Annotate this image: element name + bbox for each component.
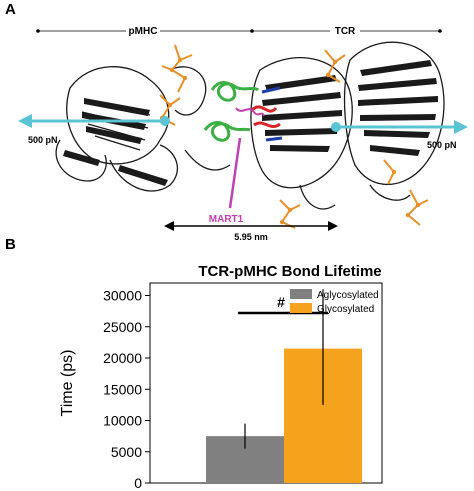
bars	[206, 289, 362, 483]
force-label-left: 500 pN	[28, 135, 58, 145]
chart-title: TCR-pMHC Bond Lifetime	[198, 263, 381, 280]
mart1-label: MART1	[209, 214, 244, 225]
panel-a-label: A	[5, 1, 16, 18]
force-label-right: 500 pN	[427, 140, 457, 150]
tcr-beta-strands	[262, 60, 438, 156]
y-axis: 0 5000 10000 15000 20000 25000 30000	[103, 288, 150, 491]
tcr-bracket-label: TCR	[335, 26, 356, 37]
legend-label-aglycosylated: Aglycosylated	[317, 290, 379, 301]
distance-label: 5.95 nm	[234, 232, 268, 242]
y-tick-label: 20000	[103, 350, 142, 366]
significance-symbol: #	[277, 294, 285, 310]
y-tick-label: 5000	[111, 444, 142, 460]
y-tick-label: 0	[134, 475, 142, 491]
legend-swatch-aglycosylated	[290, 289, 312, 299]
y-tick-label: 25000	[103, 319, 142, 335]
y-tick-label: 10000	[103, 413, 142, 429]
glycan-atoms	[159, 57, 421, 225]
mart1-peptide	[228, 107, 265, 209]
legend: Aglycosylated Glycosylated	[290, 289, 379, 315]
force-arrow-right	[331, 120, 468, 134]
panel-b-label: B	[5, 236, 16, 253]
legend-swatch-glycosylated	[290, 303, 312, 313]
y-tick-label: 30000	[103, 288, 142, 304]
tcr-pmhc-structure-figure: pMHC TCR	[18, 23, 468, 242]
pmhc-bracket-label: pMHC	[129, 26, 158, 37]
distance-arrow	[164, 221, 338, 231]
force-arrow-left	[18, 114, 170, 128]
tcr-ribbon	[250, 41, 445, 210]
cdr-loops	[250, 86, 283, 142]
significance-marker: #	[238, 294, 328, 315]
domain-bracket: pMHC TCR	[36, 23, 442, 37]
y-tick-label: 15000	[103, 381, 142, 397]
legend-label-glycosylated: Glycosylated	[317, 304, 374, 315]
mhc-helix	[203, 81, 260, 142]
y-axis-label: Time (ps)	[59, 350, 76, 417]
